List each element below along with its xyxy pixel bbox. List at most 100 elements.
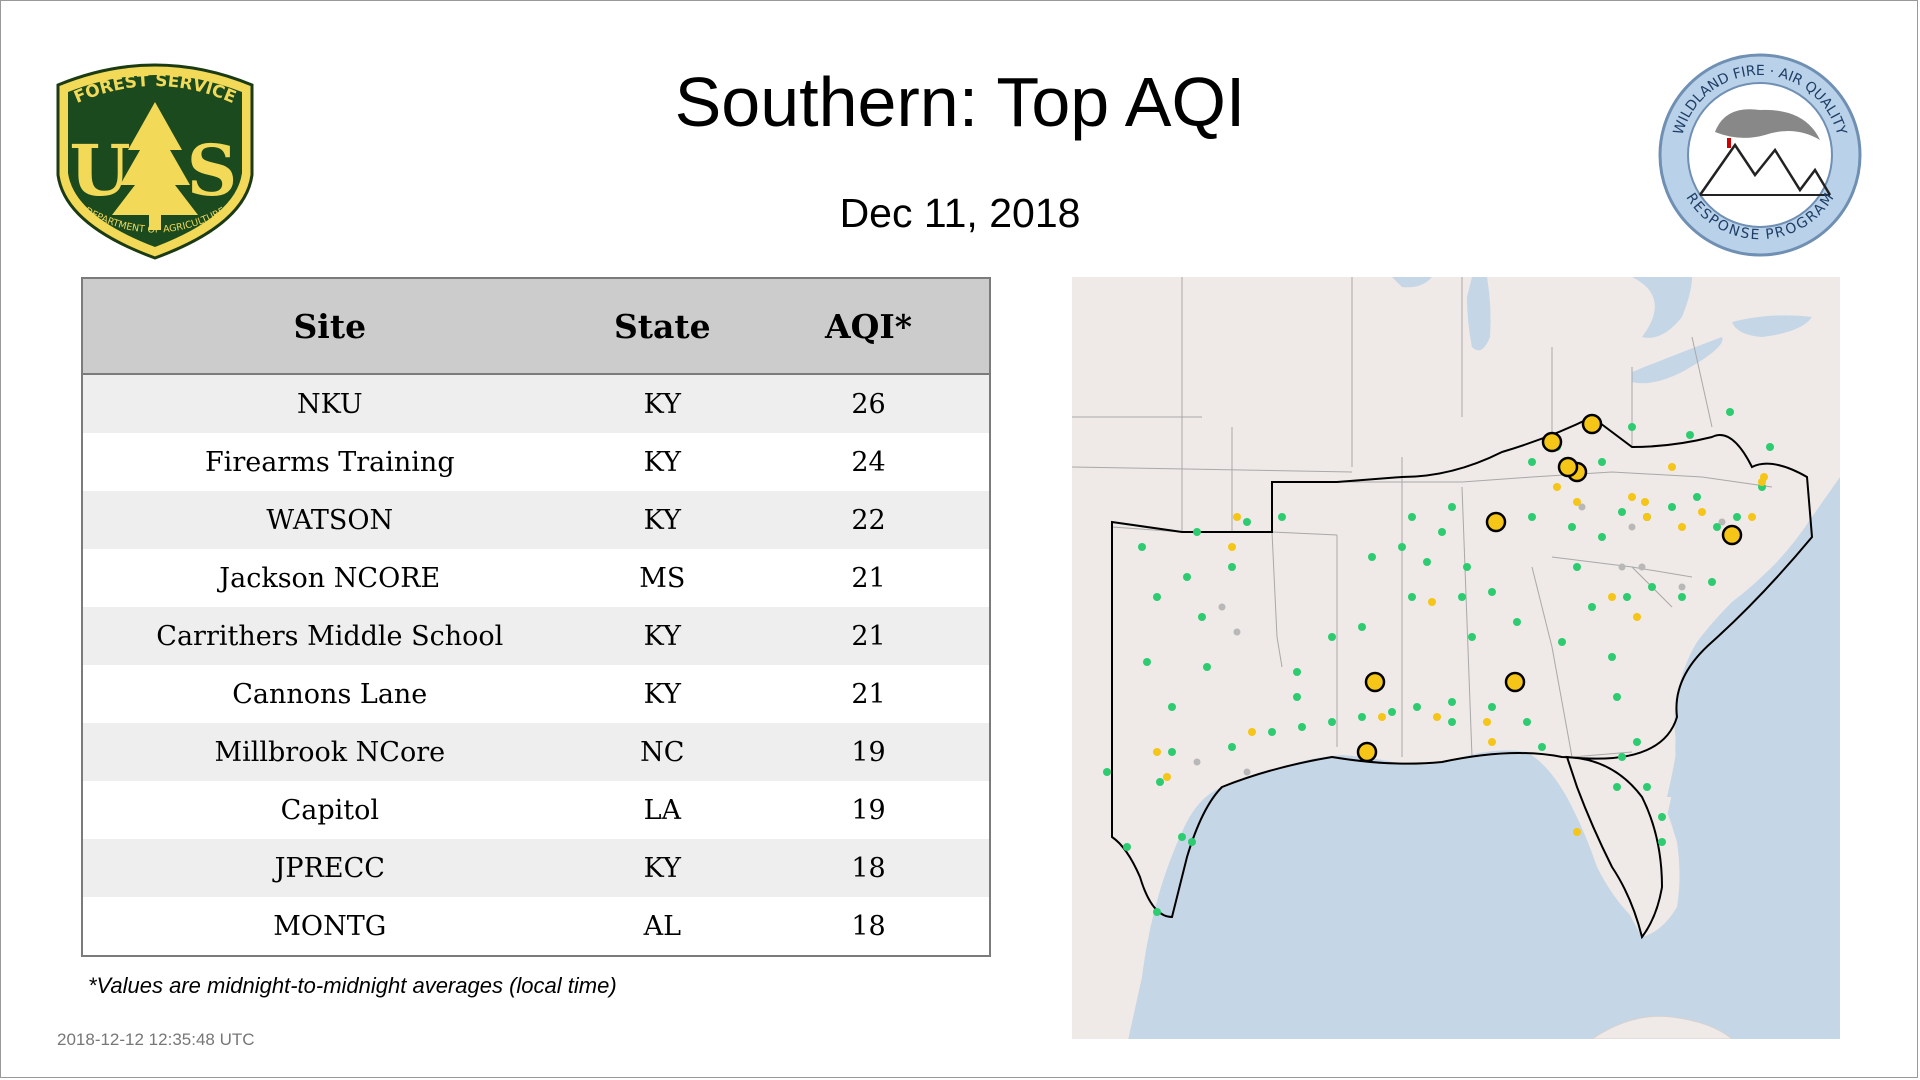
site-marker-good [1608, 653, 1616, 661]
site-marker-moderate [1608, 593, 1616, 601]
site-marker-moderate [1633, 613, 1641, 621]
cell-state: KY [576, 433, 749, 491]
lake-superior-edge [1392, 277, 1432, 288]
site-marker-top-aqi [1721, 524, 1743, 546]
site-marker-good [1613, 693, 1621, 701]
header-site: Site [82, 278, 577, 375]
cell-state: AL [576, 897, 749, 956]
site-marker-good [1438, 528, 1446, 536]
site-marker-good [1358, 713, 1366, 721]
site-marker-top-aqi [1364, 671, 1386, 693]
site-marker-good [1358, 623, 1366, 631]
southern-region-outline [1111, 415, 1814, 940]
site-marker-moderate [1228, 543, 1236, 551]
site-marker-good [1293, 693, 1301, 701]
site-marker-moderate [1483, 718, 1491, 726]
wildland-fire-logo: WILDLAND FIRE · AIR QUALITY RESPONSE PRO… [1655, 50, 1865, 260]
cell-aqi: 18 [748, 897, 990, 956]
site-marker-good [1328, 718, 1336, 726]
cell-aqi: 21 [748, 549, 990, 607]
fs-right-letter: S [187, 129, 238, 212]
site-marker-top-aqi [1504, 671, 1526, 693]
cell-site: Firearms Training [82, 433, 577, 491]
cell-state: KY [576, 665, 749, 723]
fs-left-letter: U [69, 129, 130, 212]
site-marker-good [1203, 663, 1211, 671]
site-marker-good [1618, 753, 1626, 761]
site-marker-good [1408, 513, 1416, 521]
site-marker-good [1528, 513, 1536, 521]
footnote: *Values are midnight-to-midnight average… [88, 973, 617, 998]
site-marker-good [1228, 743, 1236, 751]
lake-huron [1632, 277, 1692, 338]
site-marker-good [1573, 563, 1581, 571]
site-marker-top-aqi [1485, 511, 1507, 533]
cell-aqi: 19 [748, 723, 990, 781]
site-marker-good [1293, 668, 1301, 676]
site-marker-good [1468, 633, 1476, 641]
cell-state: KY [576, 374, 749, 433]
cell-site: Millbrook NCore [82, 723, 577, 781]
cell-state: KY [576, 491, 749, 549]
site-marker-good [1448, 718, 1456, 726]
site-marker-moderate [1678, 523, 1686, 531]
site-marker-good [1598, 533, 1606, 541]
site-marker-good [1156, 778, 1164, 786]
site-marker-good [1613, 783, 1621, 791]
site-marker-moderate [1641, 498, 1649, 506]
site-marker-good [1658, 838, 1666, 846]
site-marker-no-data [1578, 503, 1586, 511]
site-marker-good [1183, 573, 1191, 581]
site-marker-good [1368, 553, 1376, 561]
cell-aqi: 21 [748, 665, 990, 723]
forest-service-logo: U S FOREST SERVICE DEPARTMENT OF AGRICUL… [50, 50, 260, 260]
site-marker-good [1513, 618, 1521, 626]
site-marker-good [1726, 408, 1734, 416]
site-marker-good [1168, 748, 1176, 756]
site-marker-good [1708, 578, 1716, 586]
site-marker-moderate [1573, 498, 1581, 506]
forest-service-shield-icon: U S FOREST SERVICE DEPARTMENT OF AGRICUL… [56, 63, 254, 260]
site-marker-moderate [1748, 513, 1756, 521]
cell-state: KY [576, 607, 749, 665]
lake-michigan [1467, 277, 1491, 351]
cell-site: NKU [82, 374, 577, 433]
site-marker-good [1268, 728, 1276, 736]
site-marker-good [1713, 523, 1721, 531]
site-marker-good [1628, 423, 1636, 431]
page-title: Southern: Top AQI [674, 63, 1246, 141]
site-marker-no-data [1243, 768, 1251, 776]
site-marker-good [1423, 558, 1431, 566]
site-marker-no-data [1218, 603, 1226, 611]
table-row: JPRECC KY 18 [82, 839, 990, 897]
cuba [1591, 1015, 1733, 1039]
site-marker-no-data [1628, 523, 1636, 531]
site-marker-moderate [1488, 738, 1496, 746]
wildland-fire-air-quality-seal-icon: WILDLAND FIRE · AIR QUALITY RESPONSE PRO… [1658, 53, 1862, 257]
table-header-row: Site State AQI* [82, 278, 990, 375]
cell-site: Jackson NCORE [82, 549, 577, 607]
site-marker-good [1558, 638, 1566, 646]
site-marker-top-aqi [1581, 413, 1603, 435]
site-marker-good [1648, 583, 1656, 591]
cell-state: NC [576, 723, 749, 781]
table-row: NKU KY 26 [82, 374, 990, 433]
site-marker-good [1298, 723, 1306, 731]
site-marker-no-data [1638, 563, 1646, 571]
site-marker-good [1686, 431, 1694, 439]
site-marker-no-data [1718, 518, 1726, 526]
site-marker-moderate [1758, 478, 1766, 486]
aqi-table: Site State AQI* NKU KY 26 Firearms Trainin… [81, 277, 991, 957]
site-marker-good [1178, 833, 1186, 841]
site-marker-moderate [1643, 513, 1651, 521]
table-row: Millbrook NCore NC 19 [82, 723, 990, 781]
cell-state: LA [576, 781, 749, 839]
site-marker-moderate [1628, 493, 1636, 501]
site-marker-good [1448, 503, 1456, 511]
cell-site: MONTG [82, 897, 577, 956]
table-row: Capitol LA 19 [82, 781, 990, 839]
cell-state: KY [576, 839, 749, 897]
site-markers [1103, 408, 1774, 916]
site-marker-good [1123, 843, 1131, 851]
site-marker-good [1523, 718, 1531, 726]
